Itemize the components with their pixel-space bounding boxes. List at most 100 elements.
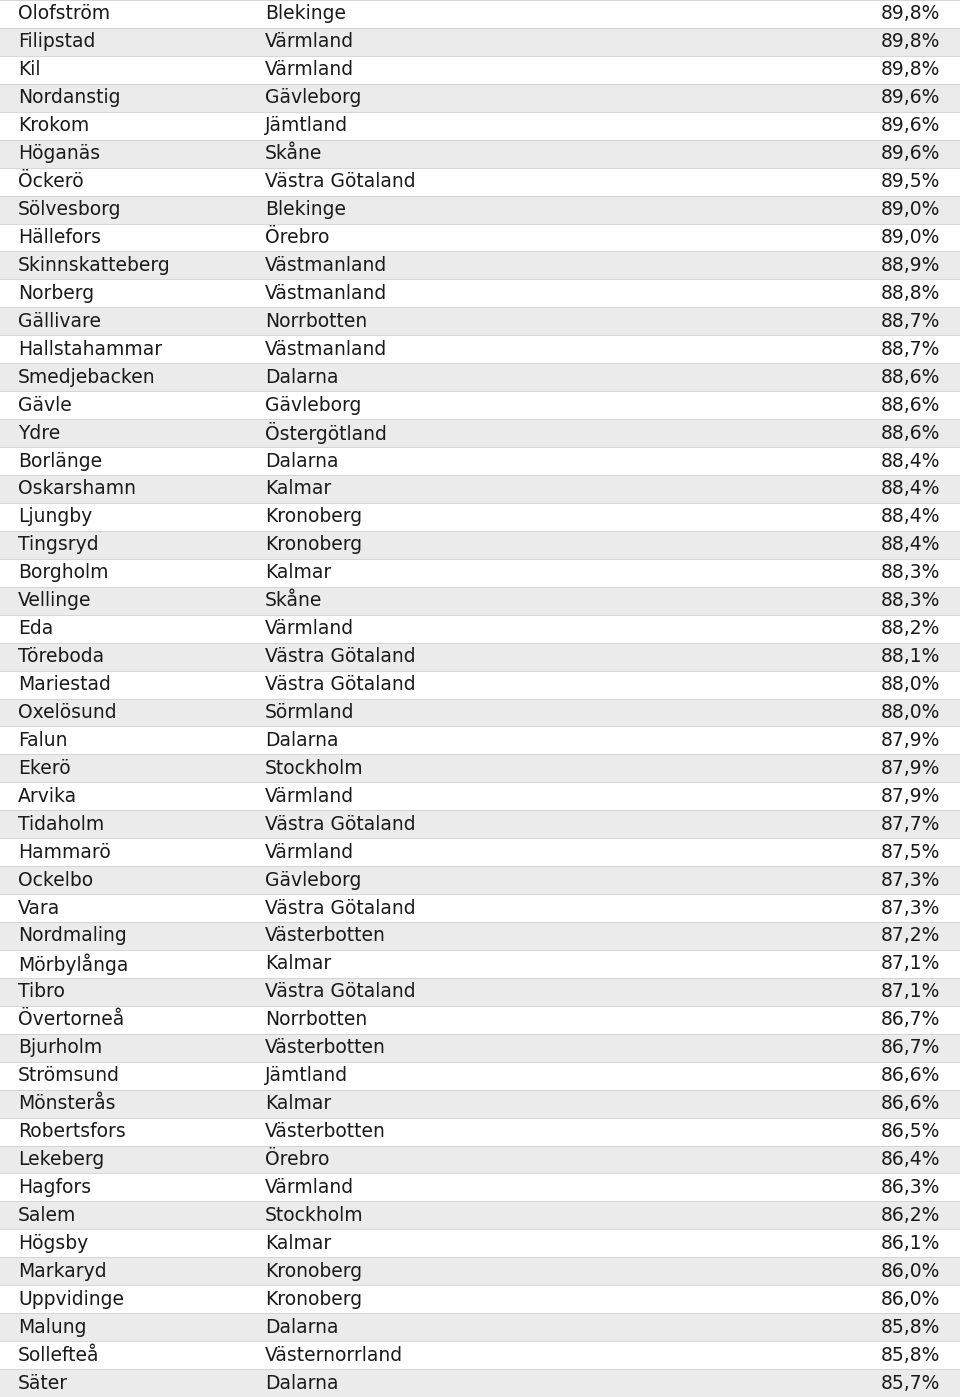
Text: Jämtland: Jämtland [265, 116, 348, 136]
Text: Tibro: Tibro [18, 982, 65, 1002]
Text: Värmland: Värmland [265, 60, 354, 80]
Text: Blekinge: Blekinge [265, 4, 346, 24]
Text: Värmland: Värmland [265, 787, 354, 806]
Text: Kronoberg: Kronoberg [265, 535, 362, 555]
Text: 86,0%: 86,0% [880, 1289, 940, 1309]
Bar [0, 84, 960, 112]
Text: Dalarna: Dalarna [265, 451, 339, 471]
Bar [0, 140, 960, 168]
Text: Kronoberg: Kronoberg [265, 1289, 362, 1309]
Bar [0, 1034, 960, 1062]
Text: 88,6%: 88,6% [880, 367, 940, 387]
Text: Västra Götaland: Västra Götaland [265, 982, 416, 1002]
Text: 86,2%: 86,2% [880, 1206, 940, 1225]
Bar [0, 615, 960, 643]
Text: 88,7%: 88,7% [880, 339, 940, 359]
Bar [0, 1118, 960, 1146]
Bar [0, 698, 960, 726]
Text: Sörmland: Sörmland [265, 703, 354, 722]
Text: 89,0%: 89,0% [880, 200, 940, 219]
Text: Västmanland: Västmanland [265, 339, 387, 359]
Text: 88,3%: 88,3% [880, 591, 940, 610]
Text: Salem: Salem [18, 1206, 77, 1225]
Text: Kalmar: Kalmar [265, 479, 331, 499]
Text: Örebro: Örebro [265, 1150, 329, 1169]
Text: Västra Götaland: Västra Götaland [265, 172, 416, 191]
Text: Västernorrland: Västernorrland [265, 1345, 403, 1365]
Bar [0, 112, 960, 140]
Text: Hammarö: Hammarö [18, 842, 110, 862]
Text: Eda: Eda [18, 619, 53, 638]
Text: Västra Götaland: Västra Götaland [265, 647, 416, 666]
Text: Västra Götaland: Västra Götaland [265, 814, 416, 834]
Text: Mörbylånga: Mörbylånga [18, 953, 129, 975]
Text: Hagfors: Hagfors [18, 1178, 91, 1197]
Bar [0, 391, 960, 419]
Text: Västerbotten: Västerbotten [265, 926, 386, 946]
Text: 88,4%: 88,4% [880, 451, 940, 471]
Text: Strömsund: Strömsund [18, 1066, 120, 1085]
Text: Mönsterås: Mönsterås [18, 1094, 115, 1113]
Text: Värmland: Värmland [265, 32, 354, 52]
Bar [0, 810, 960, 838]
Text: 85,7%: 85,7% [880, 1373, 940, 1393]
Text: 88,6%: 88,6% [880, 395, 940, 415]
Text: 89,8%: 89,8% [880, 4, 940, 24]
Text: 87,3%: 87,3% [880, 898, 940, 918]
Text: 88,1%: 88,1% [880, 647, 940, 666]
Bar [0, 1313, 960, 1341]
Text: Krokom: Krokom [18, 116, 89, 136]
Text: Sollefteå: Sollefteå [18, 1345, 100, 1365]
Text: Värmland: Värmland [265, 842, 354, 862]
Text: Säter: Säter [18, 1373, 68, 1393]
Text: Mariestad: Mariestad [18, 675, 110, 694]
Bar [0, 726, 960, 754]
Bar [0, 251, 960, 279]
Text: 86,4%: 86,4% [880, 1150, 940, 1169]
Text: Tingsryd: Tingsryd [18, 535, 99, 555]
Bar [0, 782, 960, 810]
Text: Västmanland: Västmanland [265, 256, 387, 275]
Text: Filipstad: Filipstad [18, 32, 95, 52]
Bar [0, 1146, 960, 1173]
Text: Gällivare: Gällivare [18, 312, 101, 331]
Bar [0, 335, 960, 363]
Text: Kil: Kil [18, 60, 40, 80]
Text: Kalmar: Kalmar [265, 563, 331, 583]
Bar [0, 1006, 960, 1034]
Text: Olofström: Olofström [18, 4, 110, 24]
Bar [0, 838, 960, 866]
Text: Kalmar: Kalmar [265, 954, 331, 974]
Text: Ockelbo: Ockelbo [18, 870, 93, 890]
Text: Falun: Falun [18, 731, 67, 750]
Text: Norrbotten: Norrbotten [265, 312, 368, 331]
Bar [0, 196, 960, 224]
Text: Östergötland: Östergötland [265, 422, 387, 444]
Text: Bjurholm: Bjurholm [18, 1038, 103, 1058]
Text: Borgholm: Borgholm [18, 563, 108, 583]
Text: Stockholm: Stockholm [265, 759, 364, 778]
Bar [0, 307, 960, 335]
Text: 88,3%: 88,3% [880, 563, 940, 583]
Bar [0, 56, 960, 84]
Bar [0, 363, 960, 391]
Bar [0, 866, 960, 894]
Bar [0, 1090, 960, 1118]
Text: Vellinge: Vellinge [18, 591, 91, 610]
Bar [0, 531, 960, 559]
Text: Smedjebacken: Smedjebacken [18, 367, 156, 387]
Text: Norberg: Norberg [18, 284, 94, 303]
Text: 88,7%: 88,7% [880, 312, 940, 331]
Bar [0, 0, 960, 28]
Text: Dalarna: Dalarna [265, 1373, 339, 1393]
Bar [0, 419, 960, 447]
Text: Högsby: Högsby [18, 1234, 88, 1253]
Text: Markaryd: Markaryd [18, 1261, 107, 1281]
Bar [0, 643, 960, 671]
Text: 89,8%: 89,8% [880, 32, 940, 52]
Text: Kronoberg: Kronoberg [265, 507, 362, 527]
Text: Värmland: Värmland [265, 619, 354, 638]
Text: Hällefors: Hällefors [18, 228, 101, 247]
Text: 88,6%: 88,6% [880, 423, 940, 443]
Text: Blekinge: Blekinge [265, 200, 346, 219]
